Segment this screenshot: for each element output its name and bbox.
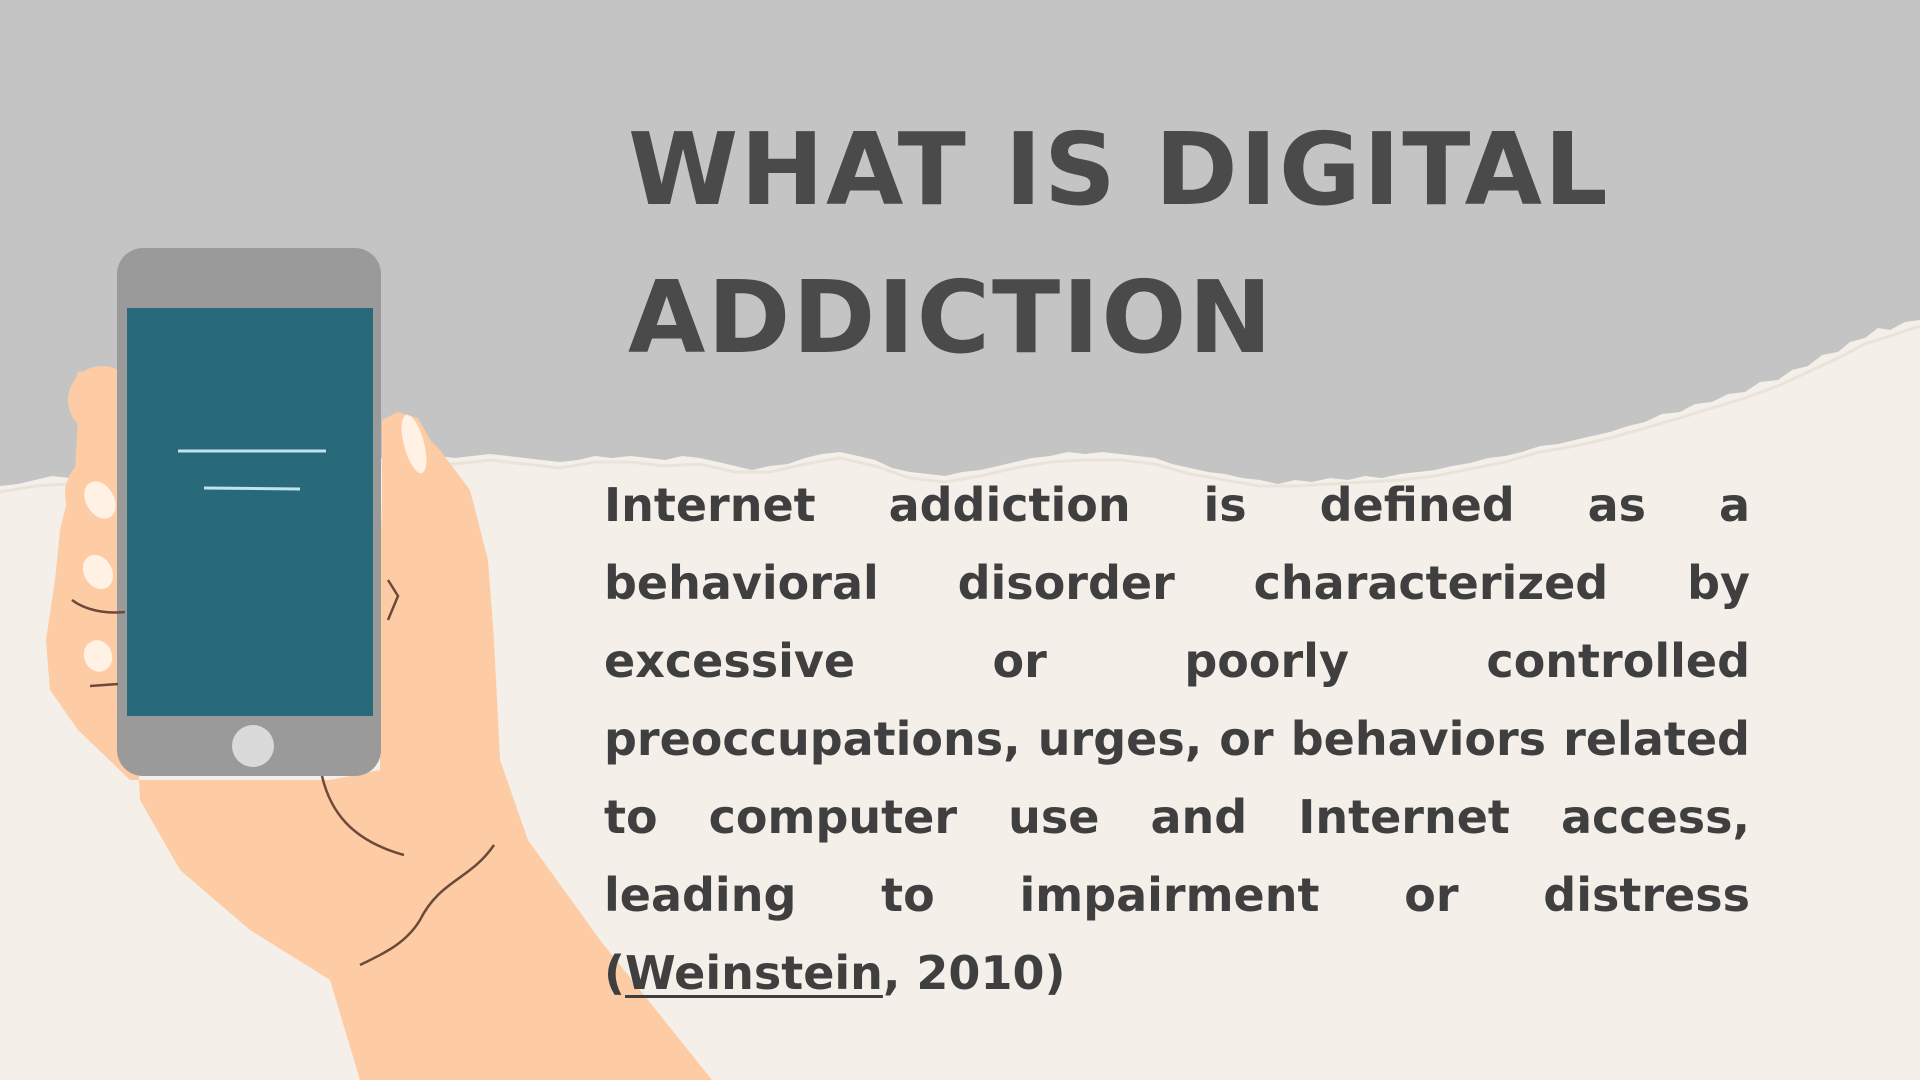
phone-screen [127,308,373,716]
definition-text: Internet addiction is defined as a behav… [604,478,1750,1000]
citation-link[interactable]: Weinstein [625,946,883,1000]
hand-shape [46,370,712,1080]
definition-paragraph: Internet addiction is defined as a behav… [604,466,1750,1012]
citation-year: , 2010) [882,946,1066,1000]
phone-home-button [232,725,274,767]
slide-title: WHAT IS DIGITAL ADDICTION [628,111,1610,376]
thumb [382,412,470,600]
